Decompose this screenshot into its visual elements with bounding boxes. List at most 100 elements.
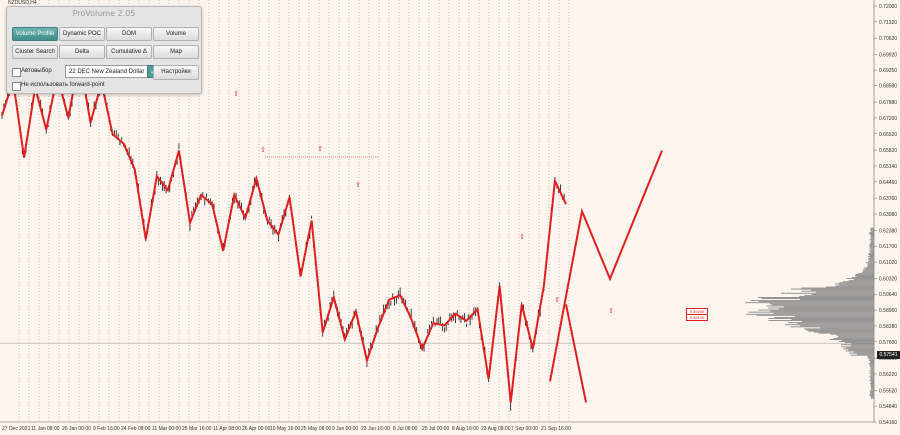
profile-bar	[861, 271, 874, 273]
profile-bar	[758, 301, 874, 303]
profile-bar	[855, 274, 874, 276]
x-tick-label: 26 Jan 00:00	[62, 426, 91, 432]
y-tick-label: 0.56900	[879, 356, 897, 362]
profile-bar	[841, 344, 874, 346]
profile-bar	[835, 283, 874, 285]
profile-bar	[870, 387, 874, 389]
x-tick-label: 7 Sep 00:00	[511, 426, 538, 432]
profile-bar	[853, 351, 874, 353]
profile-bar	[790, 326, 874, 328]
symbol-label: NZDUSD,H4	[8, 0, 37, 6]
profile-bar	[868, 258, 874, 260]
instrument-select[interactable]: 22 DEC New Zealand Dollar	[65, 65, 157, 78]
cumulative-delta-button[interactable]: Cumulative Δ	[106, 45, 152, 59]
profile-bar	[800, 325, 874, 327]
dom-button[interactable]: DOM	[106, 27, 152, 41]
arrow-up-icon: ⇧	[317, 145, 323, 153]
profile-bar	[863, 267, 874, 269]
projection-down-line	[565, 304, 587, 403]
y-tick-label: 0.59640	[879, 292, 897, 298]
profile-bar	[856, 276, 874, 277]
profile-bar	[867, 265, 874, 267]
profile-bar	[774, 316, 874, 318]
volume-profile-button[interactable]: Volume Profile	[12, 27, 58, 41]
profile-bar	[869, 358, 874, 360]
map-button[interactable]: Map	[153, 45, 199, 59]
y-tick-label: 0.57600	[879, 340, 897, 346]
settings-button[interactable]: Настройки	[153, 65, 199, 80]
profile-bar	[868, 259, 874, 261]
profile-bar	[867, 256, 874, 257]
x-tick-label: 27 Dec 2021	[2, 426, 31, 432]
x-tick-label: 9 Feb 16:00	[93, 426, 120, 432]
profile-bar	[870, 237, 874, 239]
arrow-up-icon: ⇧	[519, 233, 525, 241]
projection-line	[549, 150, 663, 382]
profile-bar	[870, 240, 874, 242]
profile-bar	[870, 389, 874, 391]
profile-bar	[826, 286, 874, 288]
x-tick-label: 24 Feb 08:00	[121, 426, 151, 432]
profile-bar	[842, 348, 874, 350]
y-tick-label: 0.67880	[879, 100, 897, 106]
profile-bar	[870, 395, 874, 397]
profile-bar	[844, 342, 874, 344]
profile-bar	[870, 362, 874, 363]
profile-bar	[870, 378, 874, 380]
profile-bar	[870, 396, 874, 398]
profile-bar	[750, 300, 874, 302]
x-tick-label: 23 Aug 08:00	[481, 426, 511, 432]
profile-bar	[849, 352, 874, 354]
profile-bar	[816, 291, 874, 293]
forward-point-checkbox[interactable]	[12, 82, 21, 91]
profile-bar	[842, 281, 874, 283]
profile-bar	[869, 246, 874, 248]
profile-bar	[769, 303, 874, 305]
profile-bar	[851, 277, 874, 278]
y-tick-label: 0.65140	[879, 164, 897, 170]
y-tick-label: 0.66520	[879, 132, 897, 138]
profile-bar	[837, 336, 874, 338]
profile-bar	[794, 315, 874, 317]
profile-bar	[756, 314, 874, 316]
profile-bar	[845, 347, 874, 349]
arrow-up-icon: ⇧	[355, 181, 361, 189]
profile-bar	[801, 287, 874, 289]
profile-bar	[870, 361, 874, 362]
profile-bar	[848, 349, 874, 351]
profile-bar	[869, 244, 874, 246]
price-candles	[1, 51, 565, 411]
y-tick-label: 0.68580	[879, 84, 897, 90]
profile-bar	[839, 282, 874, 284]
y-tick-label: 0.62380	[879, 228, 897, 234]
dynamic-poc-button[interactable]: Dynamic POC	[59, 27, 105, 41]
arrow-marks: ⇧ ⇧ ⇧ ⇧ ⇧ ⇧ ⇧	[233, 90, 614, 315]
profile-bar	[870, 392, 874, 394]
profile-bar	[870, 227, 874, 229]
delta-button[interactable]: Delta	[59, 45, 105, 59]
chart-grid	[0, 0, 875, 423]
x-tick-label: 11 Jan 08:00	[31, 426, 60, 432]
arrow-up-icon: ⇧	[608, 307, 614, 315]
profile-bar	[869, 365, 874, 367]
profile-bar	[871, 230, 874, 232]
profile-bar	[869, 249, 874, 251]
auto-select-checkbox[interactable]	[12, 68, 21, 77]
profile-bar	[818, 332, 874, 334]
profile-bar	[855, 273, 874, 275]
profile-bar	[801, 290, 874, 292]
current-price-line	[0, 156, 874, 344]
profile-bar	[851, 343, 874, 345]
cluster-search-button[interactable]: Cluster Search	[12, 45, 58, 59]
profile-bar	[868, 252, 874, 254]
profile-bar	[862, 270, 874, 272]
profile-bar	[870, 386, 874, 388]
volume-button[interactable]: Volume	[153, 27, 199, 41]
profile-bar	[869, 372, 874, 374]
zigzag-lines	[1, 57, 663, 403]
profile-bar	[805, 329, 874, 331]
profile-bar	[833, 337, 874, 339]
profile-bar	[868, 363, 874, 365]
profile-bar	[813, 331, 874, 333]
profile-bar	[870, 368, 874, 370]
